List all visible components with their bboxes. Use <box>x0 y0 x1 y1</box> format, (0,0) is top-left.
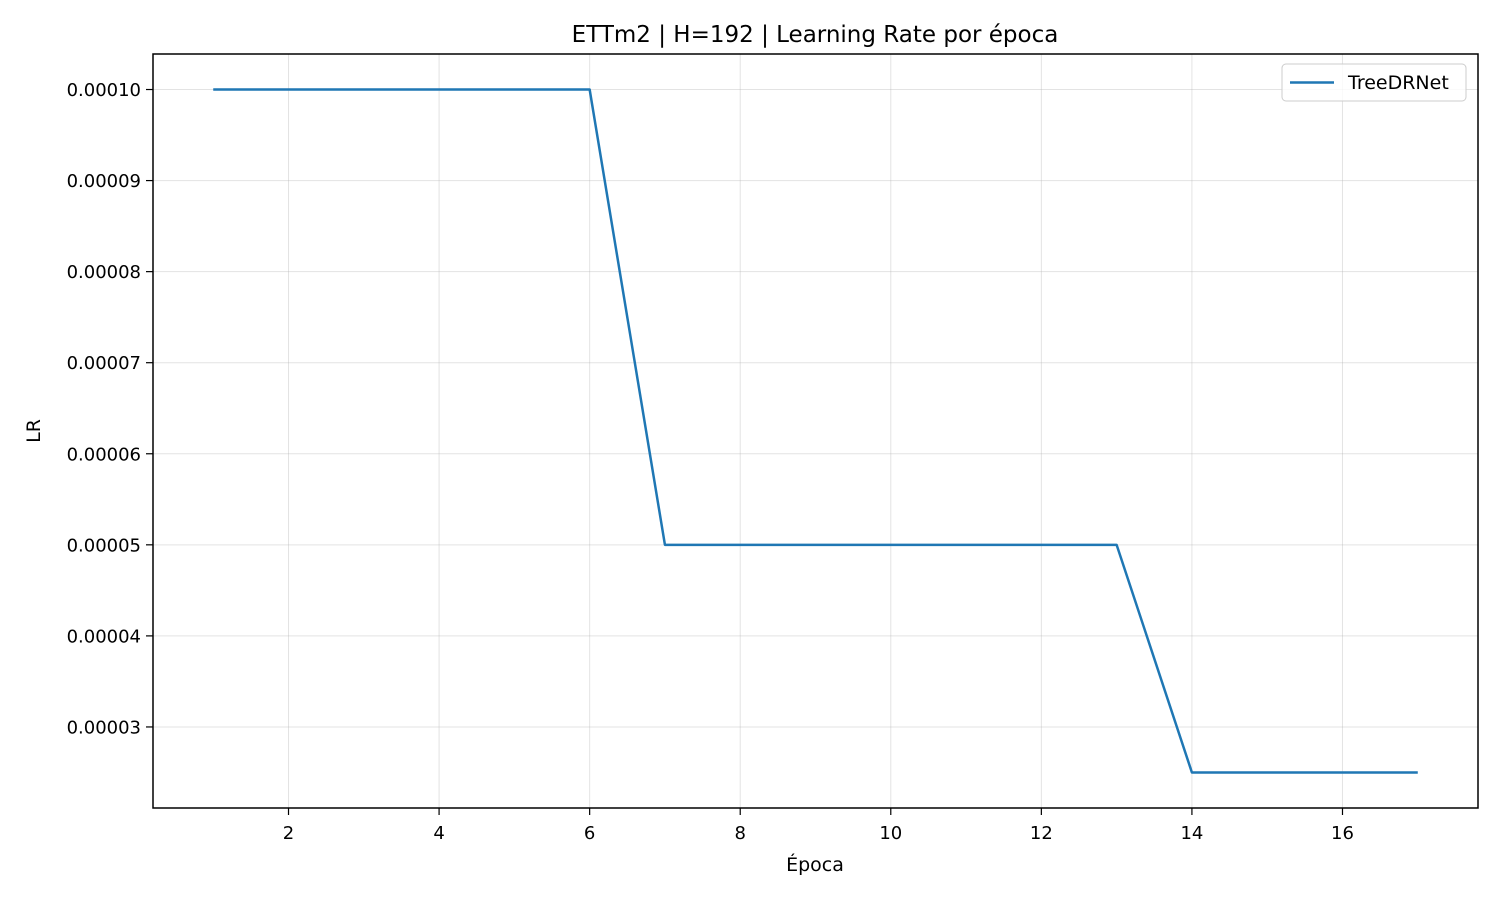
legend-label-treedrnet: TreeDRNet <box>1347 72 1449 94</box>
y-axis-label: LR <box>23 419 45 443</box>
y-tick-label: 0.00007 <box>67 353 141 374</box>
y-tick-label: 0.00003 <box>67 717 141 738</box>
x-tick-label: 2 <box>283 823 294 844</box>
x-axis-ticks: 2 4 6 8 10 12 14 16 <box>283 808 1354 844</box>
legend: TreeDRNet <box>1281 63 1467 102</box>
y-tick-label: 0.00006 <box>67 444 141 465</box>
x-tick-label: 8 <box>734 823 745 844</box>
plot-area-frame <box>152 53 1479 809</box>
y-tick-label: 0.00005 <box>67 535 141 556</box>
series-line-treedrnet <box>213 88 1418 774</box>
grid-lines <box>153 54 1478 808</box>
x-tick-label: 6 <box>584 823 595 844</box>
y-tick-label: 0.00010 <box>67 80 141 101</box>
x-axis-label: Época <box>786 853 844 876</box>
chart-title: ETTm2 | H=192 | Learning Rate por época <box>572 22 1059 48</box>
x-tick-label: 16 <box>1331 823 1354 844</box>
x-tick-label: 4 <box>433 823 444 844</box>
x-tick-label: 10 <box>879 823 902 844</box>
y-tick-label: 0.00009 <box>67 171 141 192</box>
y-axis-ticks: 0.00003 0.00004 0.00005 0.00006 0.00007 0.000… <box>67 80 153 738</box>
series-lines <box>213 88 1418 774</box>
y-tick-label: 0.00008 <box>67 262 141 283</box>
legend-box <box>1281 63 1467 102</box>
x-tick-label: 12 <box>1030 823 1053 844</box>
y-tick-label: 0.00004 <box>67 626 141 647</box>
x-tick-label: 14 <box>1180 823 1203 844</box>
